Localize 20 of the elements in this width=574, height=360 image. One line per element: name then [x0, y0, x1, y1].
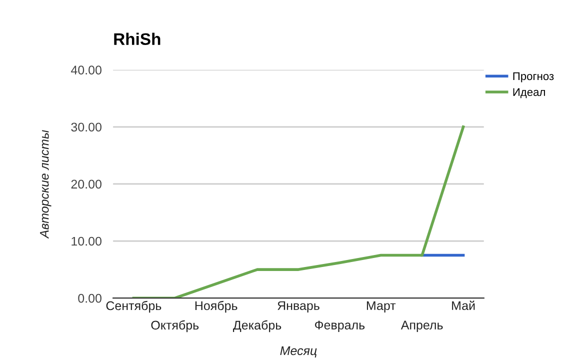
x-tick-label: Декабрь [233, 320, 282, 332]
y-tick-label: 20.00 [71, 180, 102, 189]
x-tick-label: Октябрь [151, 320, 199, 332]
y-tick-label: 10.00 [72, 236, 102, 246]
y-tick-label: 30.00 [71, 122, 102, 132]
y-tick-label: 40.00 [70, 66, 102, 74]
x-tick-label: Май [452, 300, 475, 310]
legend-label: Прогноз [513, 72, 554, 82]
x-axis-title: Месяц [280, 346, 317, 358]
x-tick-label: Апрель [400, 320, 443, 332]
chart-title: RhiSh [114, 32, 160, 46]
x-tick-label: Февраль [315, 320, 365, 332]
x-tick-label: Январь [278, 301, 320, 313]
y-tick-label: 0.00 [78, 294, 102, 303]
x-tick-label: Сентябрь [106, 300, 162, 313]
line-series [132, 126, 465, 298]
y-axis-title: Авторские листы [40, 130, 52, 239]
x-tick-label: Март [366, 301, 396, 313]
legend-label: Идеал [513, 88, 545, 98]
x-tick-label: Ноябрь [195, 300, 238, 313]
